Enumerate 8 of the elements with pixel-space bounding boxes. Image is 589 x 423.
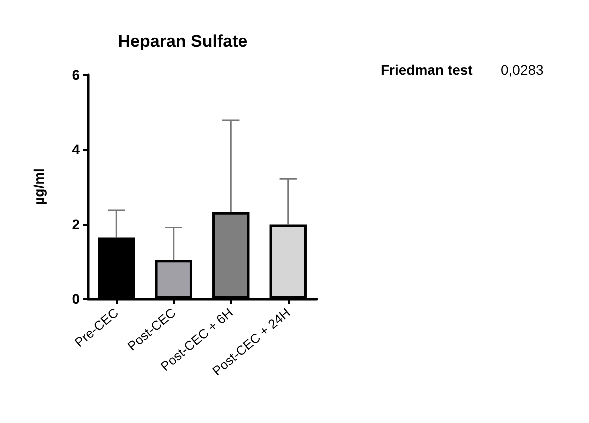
y-tick-label: 6 [72, 67, 80, 83]
y-tick-label: 4 [72, 142, 80, 158]
y-tick-label: 0 [72, 291, 80, 307]
y-tick-label: 2 [72, 216, 80, 232]
text: 0,0283 [501, 62, 544, 78]
y-axis-title: µg/ml [31, 168, 47, 206]
chart-title: Heparan Sulfate [118, 32, 248, 51]
text: Friedman test [381, 62, 474, 78]
